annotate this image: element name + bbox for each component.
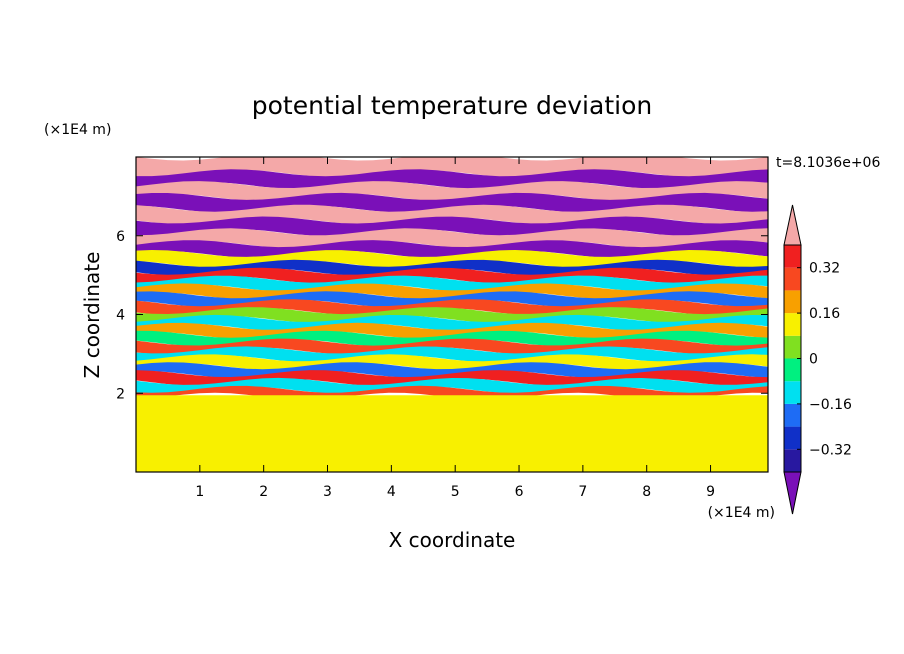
x-tick-label: 4 <box>387 484 396 500</box>
time-label: t=8.1036e+06 <box>776 155 880 171</box>
x-axis-label: X coordinate <box>389 528 516 552</box>
field-band <box>136 395 768 472</box>
x-tick-label: 2 <box>259 484 268 500</box>
colorbar-tick-label: 0.32 <box>809 261 840 277</box>
field-layer <box>136 157 768 472</box>
y-axis-ticks: 2 4 6 <box>116 229 768 402</box>
field-band <box>136 377 768 394</box>
x-tick-label: 1 <box>195 484 204 500</box>
y-tick-label: 4 <box>116 308 125 324</box>
colorbar-tick-label: 0 <box>809 352 818 368</box>
x-unit-label: (×1E4 m) <box>708 505 775 521</box>
colorbar-tick-label: −0.32 <box>809 442 852 458</box>
x-tick-label: 6 <box>515 484 524 500</box>
x-tick-label: 3 <box>323 484 332 500</box>
colorbar-segment <box>784 245 801 268</box>
y-tick-label: 2 <box>116 386 125 402</box>
x-tick-label: 7 <box>578 484 587 500</box>
y-tick-label: 6 <box>116 229 125 245</box>
field-band <box>136 275 768 292</box>
colorbar-segment <box>784 358 801 382</box>
field-band <box>136 181 768 201</box>
colorbar-segment <box>784 313 801 336</box>
field-band <box>136 338 768 355</box>
field-band <box>136 157 768 178</box>
colorbar-segment <box>784 290 801 314</box>
colorbar-segment <box>784 449 801 472</box>
y-axis-label: Z coordinate <box>80 252 104 379</box>
field-band <box>136 228 768 249</box>
field-band <box>136 322 768 339</box>
field-band <box>136 259 768 276</box>
field-band <box>136 204 768 225</box>
x-tick-label: 9 <box>706 484 715 500</box>
colorbar-segment <box>784 381 801 404</box>
field-band <box>136 314 768 331</box>
x-tick-label: 5 <box>451 484 460 500</box>
field-band <box>136 354 768 371</box>
field-band <box>136 192 768 213</box>
chart-title: potential temperature deviation <box>252 91 652 120</box>
colorbar-segment <box>784 403 801 427</box>
colorbar-segment <box>784 426 801 450</box>
field-band <box>136 267 768 284</box>
field-band <box>136 250 768 268</box>
colorbar-segment <box>784 267 801 291</box>
colorbar-tick-label: 0.16 <box>809 306 840 322</box>
colorbar: 0.32 0.16 0 −0.16 −0.32 <box>783 204 852 515</box>
colorbar-segment <box>784 335 801 359</box>
field-band <box>136 346 768 363</box>
field-band <box>136 216 768 237</box>
y-unit-label: (×1E4 m) <box>44 122 111 138</box>
colorbar-under-triangle <box>783 471 802 515</box>
colorbar-tick-label: −0.16 <box>809 397 852 413</box>
field-band <box>136 169 768 190</box>
x-tick-label: 8 <box>642 484 651 500</box>
field-band <box>136 299 768 315</box>
field-band <box>136 362 768 378</box>
field-band <box>136 307 768 323</box>
x-axis-ticks: 1 2 3 4 5 6 7 8 9 <box>195 157 715 500</box>
colorbar-over-triangle <box>783 204 802 246</box>
plot-area <box>135 156 769 473</box>
